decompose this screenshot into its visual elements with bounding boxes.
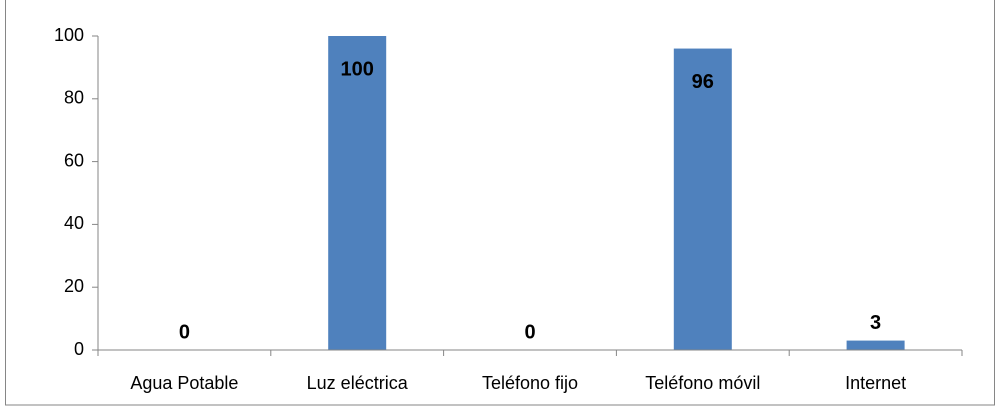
- y-tick-label: 40: [64, 213, 84, 233]
- y-tick-label: 0: [74, 339, 84, 359]
- value-label: 0: [524, 321, 535, 343]
- value-label: 3: [870, 312, 881, 334]
- x-tick-label: Teléfono móvil: [645, 373, 760, 393]
- bar: [328, 36, 387, 350]
- x-tick-label: Agua Potable: [130, 373, 238, 393]
- x-tick-label: Luz eléctrica: [307, 373, 409, 393]
- bar: [846, 340, 905, 350]
- value-label: 96: [692, 71, 714, 93]
- chart-border: [5, 0, 995, 406]
- y-tick-label: 60: [64, 150, 84, 170]
- x-tick-label: Internet: [845, 373, 906, 393]
- y-tick-label: 100: [54, 25, 84, 45]
- x-tick-label: Teléfono fijo: [482, 373, 578, 393]
- value-label: 0: [179, 321, 190, 343]
- value-label: 100: [341, 58, 374, 80]
- y-tick-label: 20: [64, 276, 84, 296]
- y-tick-label: 80: [64, 88, 84, 108]
- bar: [673, 48, 732, 351]
